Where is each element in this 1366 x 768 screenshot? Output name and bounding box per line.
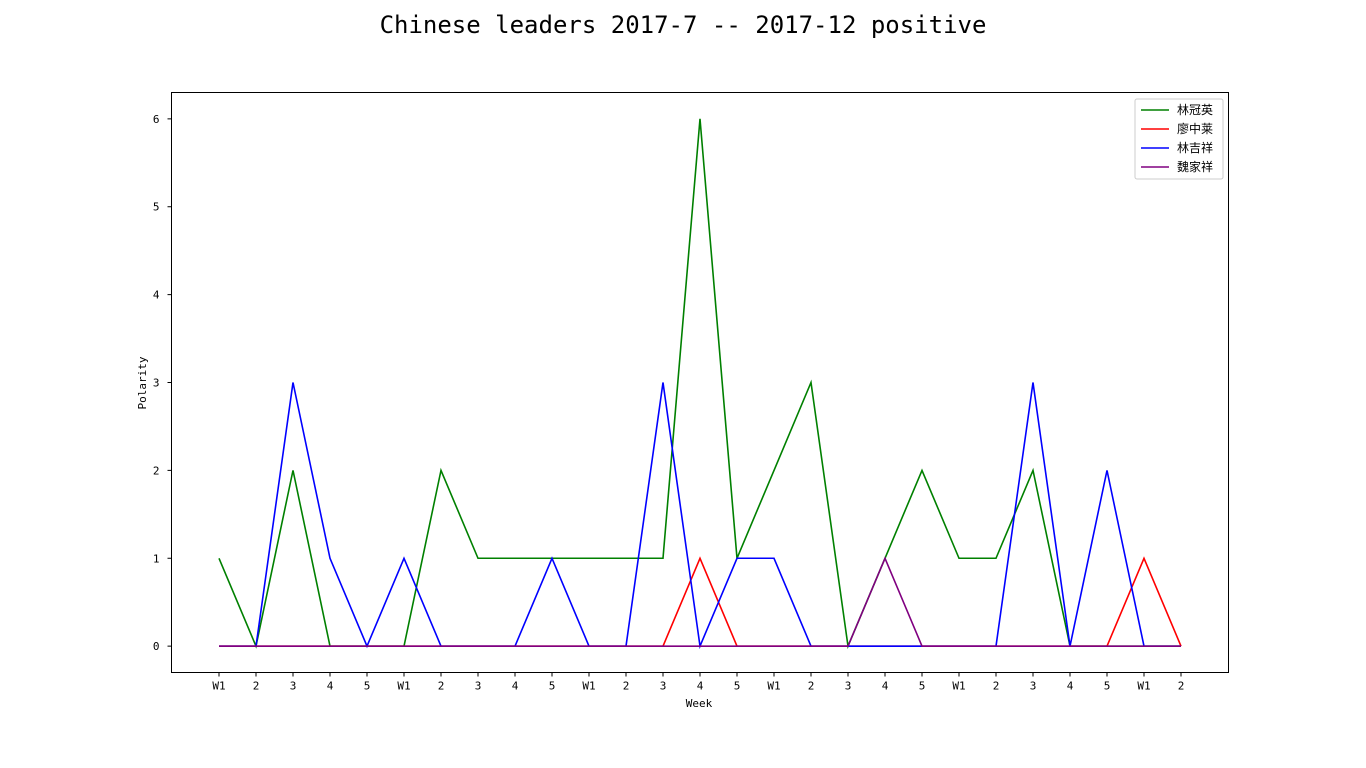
series-line-2: [219, 382, 1181, 650]
y-tick-label: 1: [153, 552, 160, 565]
series-line-1: [219, 556, 1182, 647]
x-tick-label: 2: [1178, 680, 1185, 693]
chart-title: Chinese leaders 2017-7 -- 2017-12 positi…: [380, 11, 987, 39]
legend-box: [1134, 98, 1224, 180]
x-tick-label: 2: [253, 680, 260, 693]
x-tick-label: 3: [845, 680, 852, 693]
series-lines: [218, 118, 1182, 650]
legend-entry: 廖中莱: [1177, 121, 1213, 136]
x-tick-label: W1: [1137, 680, 1150, 693]
legend-entry: 林冠英: [1177, 103, 1213, 117]
x-tick-label: 3: [475, 680, 482, 693]
x-tick-label: 4: [327, 680, 334, 693]
x-tick-label: 3: [660, 680, 667, 693]
x-tick-label: W1: [952, 680, 965, 693]
y-tick-label: 4: [153, 289, 160, 302]
x-tick-label: 5: [734, 680, 741, 693]
x-axis: W1 2 3 4 5 W1 2 3 4 5 W1 2 3 4 5 W1 2 3 4 5 W1 2 3 4 5 W1 2: [212, 672, 1185, 693]
y-tick-label: 0: [153, 640, 160, 653]
x-tick-label: W1: [767, 680, 780, 693]
plot-area: [171, 92, 1229, 673]
x-tick-label: W1: [582, 680, 595, 693]
x-tick-label: 5: [919, 680, 926, 693]
x-axis-label: Week: [686, 697, 713, 710]
x-tick-label: 2: [438, 680, 445, 693]
x-tick-label: 4: [512, 680, 519, 693]
x-tick-label: 5: [549, 680, 556, 693]
y-tick-label: 6: [153, 113, 160, 126]
legend-entry: 魏家祥: [1177, 159, 1213, 174]
x-tick-label: W1: [397, 680, 410, 693]
x-tick-label: 2: [808, 680, 815, 693]
y-axis-label: Polarity: [136, 356, 149, 409]
series-line-0: [218, 118, 1181, 650]
x-tick-label: W1: [212, 680, 225, 693]
x-tick-label: 4: [697, 680, 704, 693]
x-tick-label: 4: [1067, 680, 1074, 693]
series-line-3: [219, 556, 1181, 647]
y-axis: 0 1 2 3 4 5 6: [153, 113, 172, 653]
x-tick-label: 2: [993, 680, 1000, 693]
x-tick-label: 5: [1104, 680, 1111, 693]
x-tick-label: 3: [1030, 680, 1037, 693]
y-tick-label: 3: [153, 377, 160, 390]
y-tick-label: 2: [153, 464, 160, 477]
x-tick-label: 2: [623, 680, 630, 693]
legend-entry: 林吉祥: [1177, 141, 1213, 155]
x-tick-label: 3: [290, 680, 297, 693]
y-tick-label: 5: [153, 201, 160, 214]
x-tick-label: 5: [364, 680, 371, 693]
x-tick-label: 4: [882, 680, 889, 693]
